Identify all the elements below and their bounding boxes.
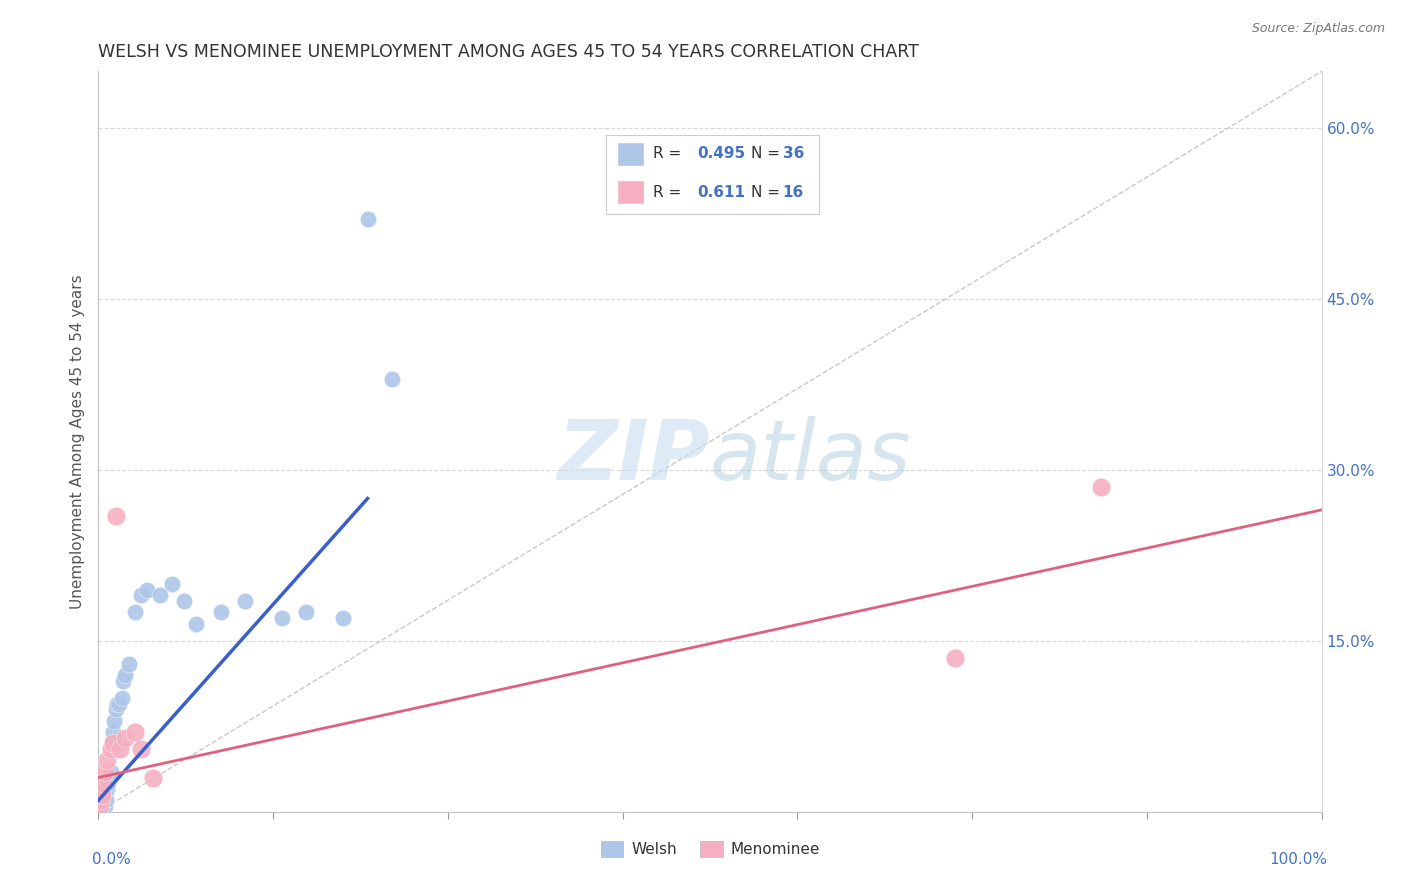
Point bbox=[90, 793, 112, 807]
Point bbox=[91, 788, 114, 802]
Legend: Welsh, Menominee: Welsh, Menominee bbox=[595, 835, 825, 863]
Point bbox=[186, 616, 208, 631]
Point bbox=[356, 212, 378, 227]
Point bbox=[93, 764, 115, 779]
Point bbox=[381, 372, 404, 386]
Y-axis label: Unemployment Among Ages 45 to 54 years: Unemployment Among Ages 45 to 54 years bbox=[69, 274, 84, 609]
Point bbox=[100, 742, 122, 756]
Point bbox=[101, 725, 124, 739]
Text: 0.611: 0.611 bbox=[697, 185, 745, 200]
Point bbox=[97, 776, 120, 790]
Point bbox=[91, 793, 114, 807]
Point bbox=[129, 588, 152, 602]
Text: 36: 36 bbox=[783, 146, 804, 161]
Point bbox=[93, 799, 115, 814]
Point bbox=[110, 742, 132, 756]
FancyBboxPatch shape bbox=[617, 143, 644, 166]
Text: WELSH VS MENOMINEE UNEMPLOYMENT AMONG AGES 45 TO 54 YEARS CORRELATION CHART: WELSH VS MENOMINEE UNEMPLOYMENT AMONG AG… bbox=[98, 44, 920, 62]
Point bbox=[209, 606, 232, 620]
Point bbox=[101, 736, 124, 750]
Point bbox=[104, 508, 127, 523]
Point bbox=[114, 731, 136, 745]
Text: R =: R = bbox=[652, 185, 690, 200]
Point bbox=[136, 582, 159, 597]
Text: Source: ZipAtlas.com: Source: ZipAtlas.com bbox=[1251, 22, 1385, 36]
FancyBboxPatch shape bbox=[617, 180, 644, 204]
Point bbox=[96, 754, 118, 768]
Point bbox=[100, 764, 122, 779]
Text: N =: N = bbox=[751, 185, 785, 200]
Point bbox=[98, 771, 121, 785]
Text: ZIP: ZIP bbox=[557, 416, 710, 497]
Point bbox=[91, 788, 114, 802]
Text: R =: R = bbox=[652, 146, 686, 161]
Point bbox=[91, 776, 114, 790]
Text: 16: 16 bbox=[783, 185, 804, 200]
Point bbox=[332, 611, 354, 625]
Point bbox=[124, 725, 146, 739]
Point bbox=[90, 793, 112, 807]
Point bbox=[89, 799, 111, 814]
Point bbox=[103, 714, 125, 728]
Point bbox=[173, 594, 195, 608]
Point bbox=[124, 606, 146, 620]
Point bbox=[142, 771, 165, 785]
Point bbox=[295, 606, 318, 620]
Point bbox=[114, 668, 136, 682]
Text: atlas: atlas bbox=[710, 416, 911, 497]
Point bbox=[91, 796, 114, 810]
Point bbox=[160, 577, 183, 591]
Point bbox=[111, 690, 134, 705]
Point bbox=[129, 742, 152, 756]
Point bbox=[89, 799, 111, 814]
Point bbox=[108, 697, 131, 711]
Point bbox=[1090, 480, 1112, 494]
Point bbox=[111, 673, 134, 688]
Point bbox=[105, 697, 128, 711]
Point bbox=[93, 791, 115, 805]
Point bbox=[270, 611, 294, 625]
Point bbox=[104, 702, 127, 716]
Point bbox=[233, 594, 256, 608]
Text: N =: N = bbox=[751, 146, 785, 161]
Point bbox=[101, 736, 124, 750]
Text: 100.0%: 100.0% bbox=[1270, 853, 1327, 867]
Point bbox=[118, 657, 141, 671]
Point bbox=[149, 588, 172, 602]
Point bbox=[94, 793, 117, 807]
Text: 0.0%: 0.0% bbox=[93, 853, 131, 867]
Point bbox=[96, 781, 118, 796]
Text: 0.495: 0.495 bbox=[697, 146, 745, 161]
Point bbox=[943, 651, 966, 665]
